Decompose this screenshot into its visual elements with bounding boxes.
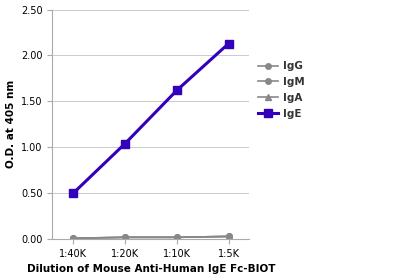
IgA (71, 237, 76, 240)
X-axis label: Dilution of Mouse Anti-Human IgE Fc-BIOT: Dilution of Mouse Anti-Human IgE Fc-BIOT (27, 264, 275, 274)
IgG (226, 235, 231, 238)
Line: IgM: IgM (70, 234, 231, 241)
IgG (174, 236, 179, 239)
IgG (122, 236, 127, 239)
IgM (71, 237, 76, 240)
Legend: IgG, IgM, IgA, IgE: IgG, IgM, IgA, IgE (256, 60, 305, 120)
IgA (122, 236, 127, 239)
IgA (226, 235, 231, 238)
IgE (174, 89, 179, 92)
IgM (226, 235, 231, 238)
IgM (174, 236, 179, 239)
IgG (71, 237, 76, 240)
Line: IgE: IgE (69, 39, 233, 197)
IgE (122, 142, 127, 145)
IgA (174, 236, 179, 239)
IgE (71, 192, 76, 195)
IgE (226, 42, 231, 45)
Y-axis label: O.D. at 405 nm: O.D. at 405 nm (6, 80, 16, 169)
Line: IgG: IgG (70, 234, 231, 241)
IgM (122, 236, 127, 239)
Line: IgA: IgA (70, 234, 231, 241)
